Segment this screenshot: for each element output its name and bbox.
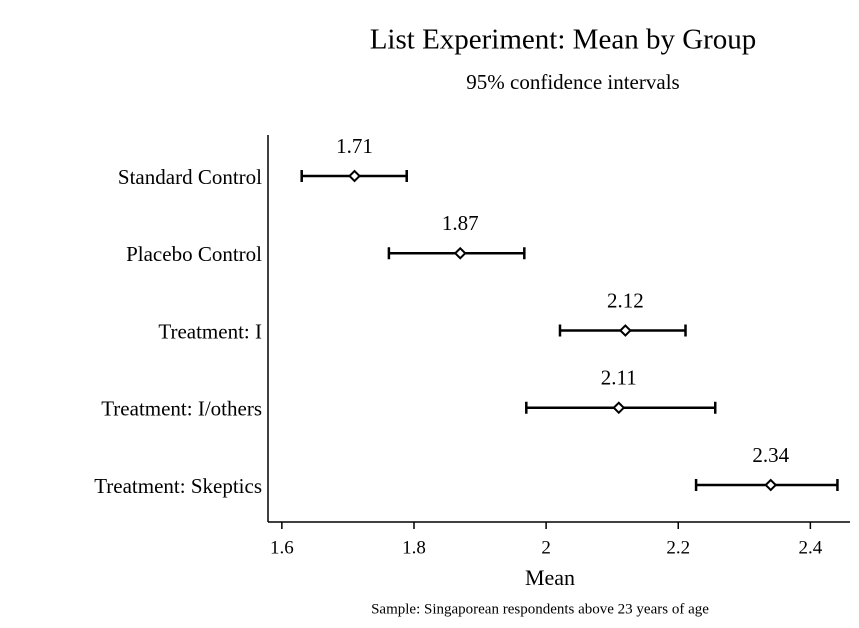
x-tick-label: 2 [541, 537, 551, 558]
y-tick-label: Treatment: I [158, 319, 262, 343]
mean-marker [764, 478, 778, 492]
y-tick-label: Standard Control [118, 165, 262, 189]
value-label: 1.87 [442, 211, 479, 235]
x-tick-label: 2.4 [798, 537, 822, 558]
x-tick-label: 2.2 [666, 537, 690, 558]
x-tick-label: 1.8 [402, 537, 426, 558]
mean-marker [612, 401, 626, 415]
mean-marker [453, 246, 467, 260]
value-label: 1.71 [336, 134, 373, 158]
y-tick-label: Treatment: Skeptics [94, 474, 262, 498]
x-axis-label: Mean [525, 565, 575, 590]
chart-subtitle: 95% confidence intervals [466, 70, 679, 94]
y-tick-label: Placebo Control [126, 242, 262, 266]
y-tick-label: Treatment: I/others [101, 397, 262, 421]
note: Sample: Singaporean respondents above 23… [371, 601, 709, 617]
x-tick-label: 1.6 [270, 537, 294, 558]
chart-title: List Experiment: Mean by Group [370, 24, 757, 56]
value-label: 2.34 [752, 443, 789, 467]
value-label: 2.11 [601, 366, 637, 390]
value-label: 2.12 [607, 288, 644, 312]
mean-marker [618, 324, 632, 337]
mean-marker [348, 169, 361, 183]
